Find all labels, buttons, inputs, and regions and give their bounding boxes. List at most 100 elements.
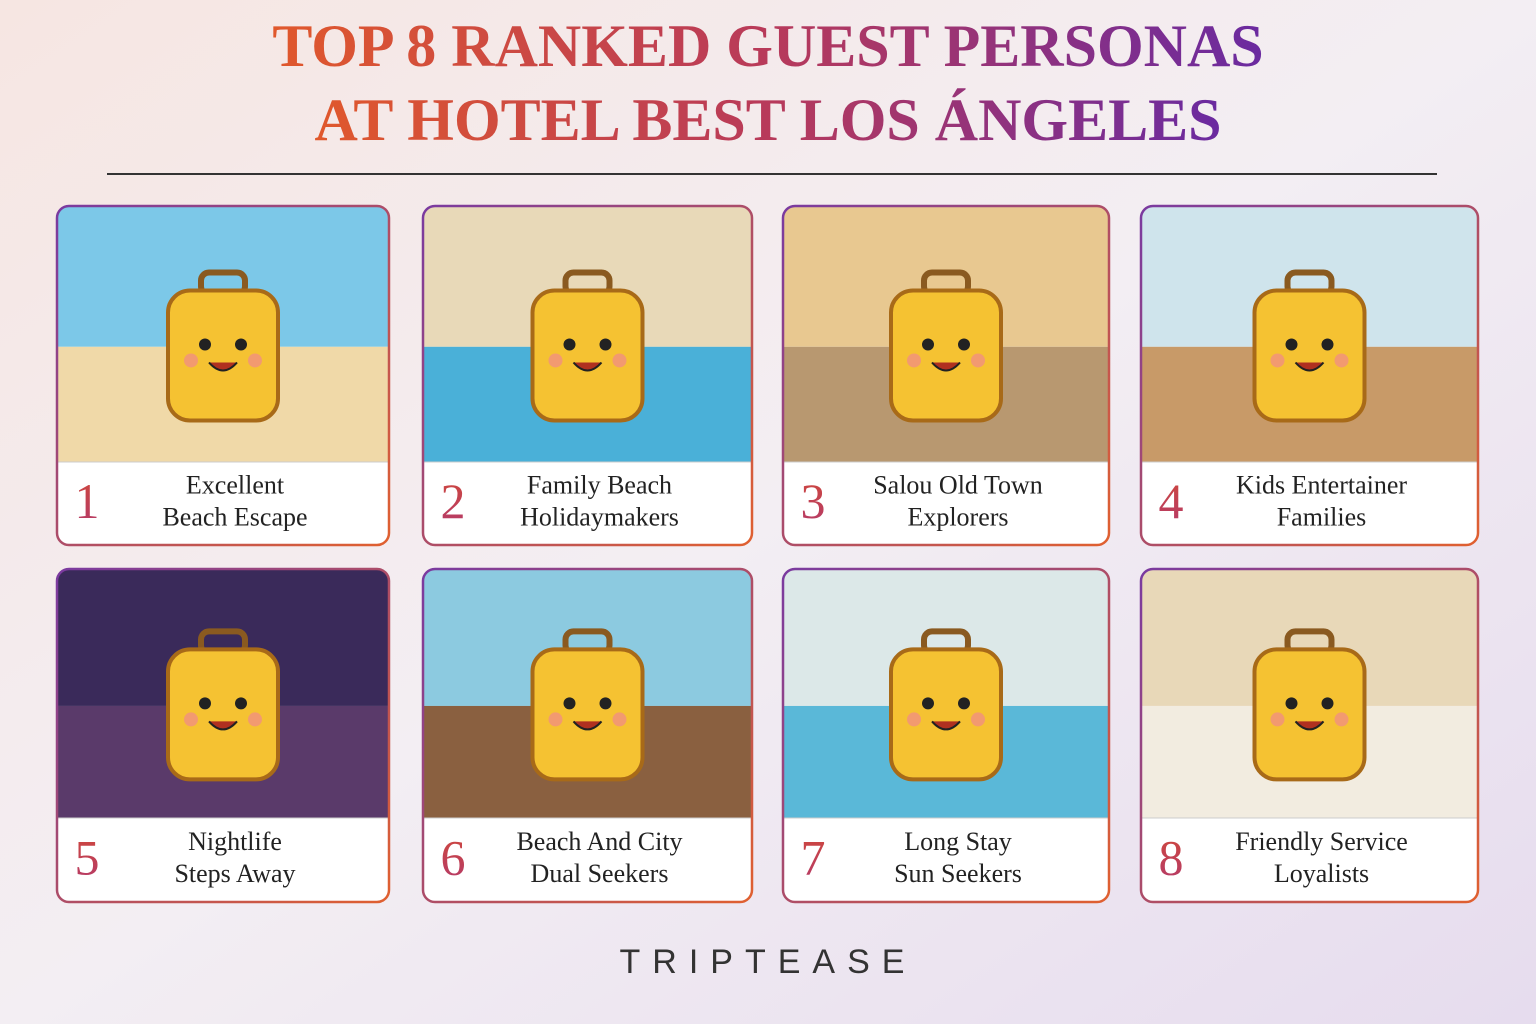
persona-label: Salou Old Town — [873, 470, 1043, 499]
rank-number: 2 — [441, 473, 466, 529]
smile — [572, 361, 603, 372]
card-border — [421, 204, 754, 547]
cheek — [248, 353, 262, 368]
eye — [958, 338, 970, 351]
suitcase — [530, 288, 645, 423]
suitcase — [166, 647, 280, 782]
persona-label: Dual Seekers — [531, 859, 669, 888]
rank-number: 5 — [75, 829, 100, 885]
eye — [235, 697, 247, 710]
persona-label: Kids Entertainer — [1236, 470, 1407, 499]
smile — [931, 720, 961, 731]
persona-label: Friendly Service — [1235, 827, 1408, 856]
title-line: TOP 8 RANKED GUEST PERSONAS — [272, 13, 1263, 79]
cheek — [612, 712, 627, 727]
eye — [1285, 697, 1298, 710]
cheek — [1270, 712, 1285, 727]
card-border — [421, 567, 754, 904]
persona-label: Families — [1277, 502, 1367, 531]
rank-number: 8 — [1159, 829, 1184, 885]
cheek — [548, 712, 563, 727]
cheek — [1270, 353, 1285, 368]
smile — [572, 720, 603, 731]
eye — [1321, 338, 1334, 351]
smile — [208, 361, 238, 372]
illustration — [1141, 206, 1478, 463]
illustration — [57, 206, 389, 463]
persona-label: Loyalists — [1274, 859, 1369, 888]
eye — [958, 697, 970, 710]
cheek — [612, 353, 627, 368]
cheek — [1334, 353, 1349, 368]
rank-number: 4 — [1159, 473, 1184, 529]
rank-number: 7 — [801, 829, 826, 885]
persona-card: 2 Family Beach Holidaymakers — [421, 204, 754, 547]
card-border — [55, 204, 391, 547]
eye — [1321, 697, 1334, 710]
eye — [563, 338, 576, 351]
smile — [1294, 720, 1325, 731]
cheek — [907, 712, 921, 727]
persona-label: Beach Escape — [162, 502, 307, 531]
illustration — [1141, 569, 1478, 819]
persona-label: Excellent — [186, 470, 285, 499]
eye — [235, 338, 247, 351]
illustration — [57, 569, 389, 819]
persona-card: 5 Nightlife Steps Away — [55, 567, 391, 904]
rank-number: 6 — [441, 829, 466, 885]
persona-label: Family Beach — [527, 470, 672, 499]
suitcase — [889, 647, 1003, 782]
persona-label: Sun Seekers — [894, 859, 1022, 888]
suitcase — [1252, 288, 1367, 423]
persona-label: Long Stay — [904, 827, 1012, 856]
eye — [199, 697, 211, 710]
cheek — [971, 353, 985, 368]
persona-card: 6 Beach And City Dual Seekers — [421, 567, 754, 904]
rank-number: 1 — [75, 473, 100, 529]
persona-card: 1 Excellent Beach Escape — [55, 204, 391, 547]
card-border — [781, 204, 1111, 547]
persona-label: Beach And City — [516, 827, 682, 856]
eye — [922, 697, 934, 710]
cheek — [184, 353, 198, 368]
illustration — [423, 569, 752, 819]
suitcase — [166, 288, 280, 423]
rank-number: 3 — [801, 473, 826, 529]
persona-label: Steps Away — [174, 859, 295, 888]
cards: 1 Excellent Beach Escape 2 Family Beach Holid… — [55, 204, 1480, 904]
suitcase — [889, 288, 1003, 423]
cheek — [184, 712, 198, 727]
illustration — [783, 206, 1109, 463]
illustration — [423, 206, 752, 463]
smile — [1294, 361, 1325, 372]
suitcase — [530, 647, 645, 782]
card-border — [55, 567, 391, 904]
eye — [599, 697, 612, 710]
eye — [1285, 338, 1298, 351]
card-border — [781, 567, 1111, 904]
eye — [599, 338, 612, 351]
smile — [931, 361, 961, 372]
eye — [922, 338, 934, 351]
eye — [199, 338, 211, 351]
persona-label: Explorers — [907, 502, 1008, 531]
cheek — [971, 712, 985, 727]
card-border — [1139, 204, 1480, 547]
persona-card: 3 Salou Old Town Explorers — [781, 204, 1111, 547]
persona-card: 8 Friendly Service Loyalists — [1139, 567, 1480, 904]
cheek — [1334, 712, 1349, 727]
persona-label: Holidaymakers — [520, 502, 679, 531]
persona-card: 7 Long Stay Sun Seekers — [781, 567, 1111, 904]
persona-card: 4 Kids Entertainer Families — [1139, 204, 1480, 547]
illustration — [783, 569, 1109, 819]
eye — [563, 697, 576, 710]
title-line: AT HOTEL BEST LOS ÁNGELES — [314, 87, 1221, 153]
cheek — [248, 712, 262, 727]
smile — [208, 720, 238, 731]
suitcase — [1252, 647, 1367, 782]
persona-label: Nightlife — [188, 827, 282, 856]
cheek — [907, 353, 921, 368]
cheek — [548, 353, 563, 368]
card-border — [1139, 567, 1480, 904]
